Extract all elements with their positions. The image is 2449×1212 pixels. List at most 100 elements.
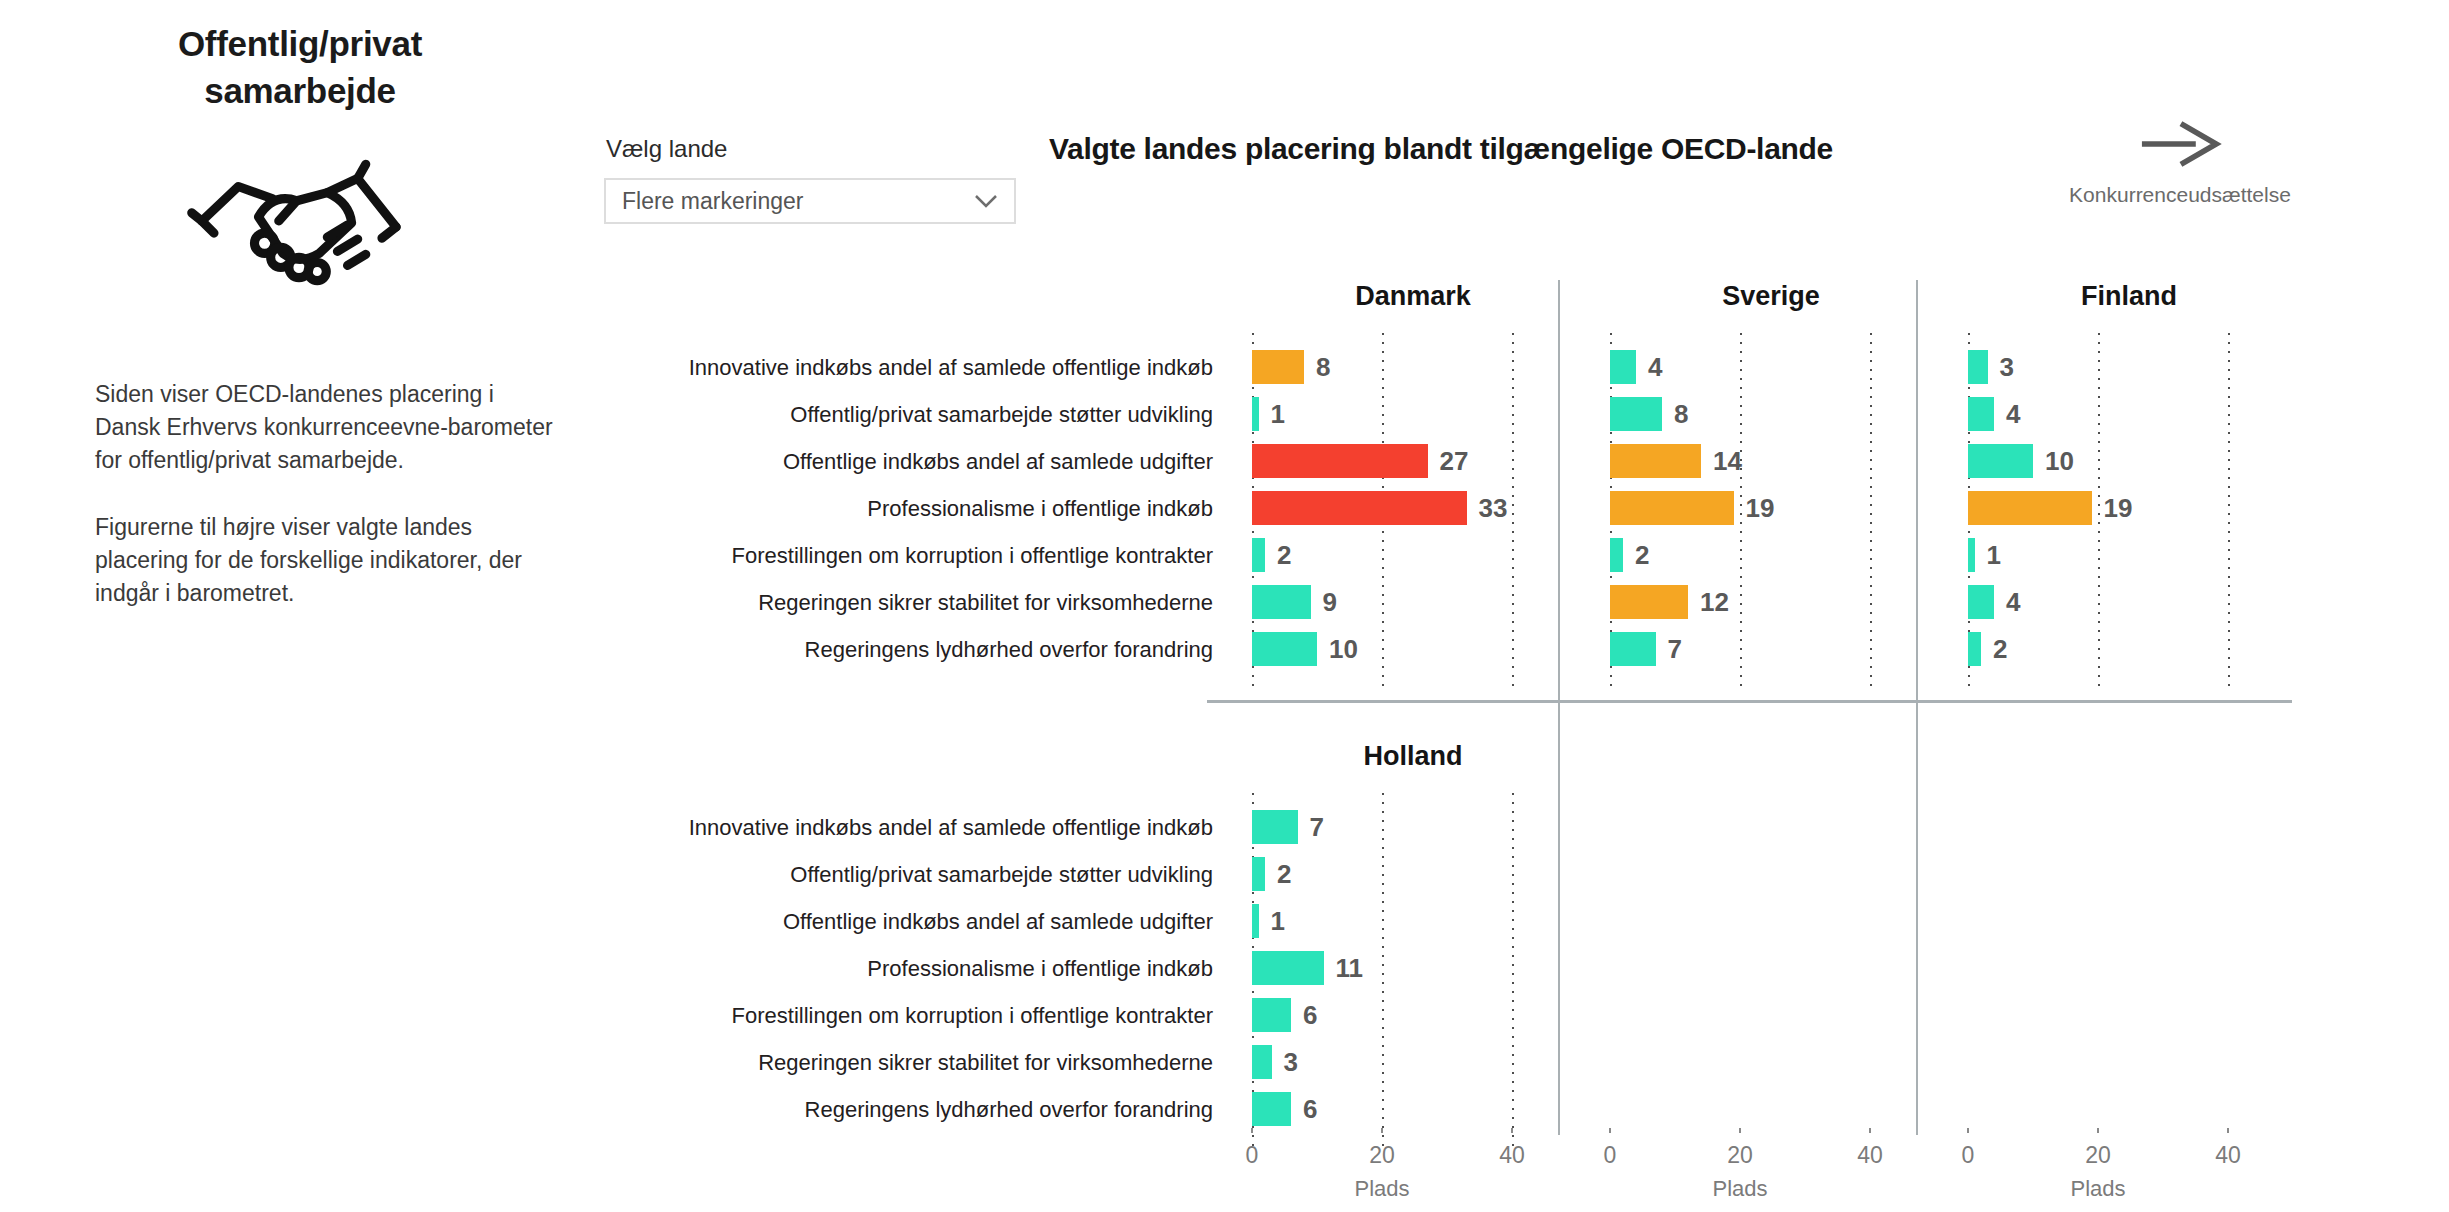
bar-holland-7[interactable] bbox=[1252, 1092, 1291, 1126]
axis-tick-label: 20 bbox=[1710, 1142, 1770, 1169]
bar-holland-6[interactable] bbox=[1252, 1045, 1272, 1079]
bar-value-label: 27 bbox=[1440, 444, 1469, 478]
axis-tick-label: 20 bbox=[2068, 1142, 2128, 1169]
gridline bbox=[1512, 333, 1514, 690]
axis-tick-mark bbox=[1251, 1128, 1253, 1133]
bar-finland-7[interactable] bbox=[1968, 632, 1981, 666]
bar-holland-2[interactable] bbox=[1252, 857, 1265, 891]
category-label: Offentlig/privat samarbejde støtter udvi… bbox=[590, 391, 1213, 438]
bar-finland-4[interactable] bbox=[1968, 491, 2092, 525]
bar-finland-5[interactable] bbox=[1968, 538, 1975, 572]
bar-value-label: 2 bbox=[1277, 538, 1291, 572]
bar-danmark-5[interactable] bbox=[1252, 538, 1265, 572]
panel-header-finland: Finland bbox=[1968, 279, 2290, 313]
category-label: Offentlige indkøbs andel af samlede udgi… bbox=[590, 438, 1213, 485]
bar-sverige-1[interactable] bbox=[1610, 350, 1636, 384]
axis-tick-mark bbox=[1739, 1128, 1741, 1133]
bar-value-label: 3 bbox=[1284, 1045, 1298, 1079]
bar-danmark-6[interactable] bbox=[1252, 585, 1311, 619]
panel-header-sverige: Sverige bbox=[1610, 279, 1932, 313]
bar-value-label: 19 bbox=[1746, 491, 1775, 525]
category-label: Forestillingen om korruption i offentlig… bbox=[590, 532, 1213, 579]
category-label: Professionalisme i offentlige indkøb bbox=[590, 945, 1213, 992]
axis-tick-mark bbox=[1381, 1128, 1383, 1133]
bar-value-label: 3 bbox=[2000, 350, 2014, 384]
bar-value-label: 8 bbox=[1316, 350, 1330, 384]
bar-value-label: 6 bbox=[1303, 1092, 1317, 1126]
axis-tick-mark bbox=[2227, 1128, 2229, 1133]
gridline bbox=[2098, 333, 2100, 690]
category-label: Forestillingen om korruption i offentlig… bbox=[590, 992, 1213, 1039]
bar-danmark-4[interactable] bbox=[1252, 491, 1467, 525]
bar-danmark-2[interactable] bbox=[1252, 397, 1259, 431]
bar-finland-2[interactable] bbox=[1968, 397, 1994, 431]
bar-value-label: 11 bbox=[1336, 951, 1364, 985]
bar-value-label: 1 bbox=[1271, 397, 1285, 431]
category-label: Innovative indkøbs andel af samlede offe… bbox=[590, 344, 1213, 391]
category-label: Offentlig/privat samarbejde støtter udvi… bbox=[590, 851, 1213, 898]
axis-tick-mark bbox=[2097, 1128, 2099, 1133]
bar-sverige-2[interactable] bbox=[1610, 397, 1662, 431]
category-label: Regeringen sikrer stabilitet for virksom… bbox=[590, 1039, 1213, 1086]
gridline bbox=[2228, 333, 2230, 690]
axis-tick-mark bbox=[1609, 1128, 1611, 1133]
gridline bbox=[1870, 333, 1872, 690]
bar-value-label: 4 bbox=[1648, 350, 1662, 384]
bar-finland-3[interactable] bbox=[1968, 444, 2033, 478]
report-page: Offentlig/privat samarbejde bbox=[0, 0, 2449, 1212]
axis-title: Plads bbox=[1680, 1176, 1800, 1202]
category-label: Regeringen sikrer stabilitet for virksom… bbox=[590, 579, 1213, 626]
bar-value-label: 14 bbox=[1713, 444, 1742, 478]
category-label: Regeringens lydhørhed overfor forandring bbox=[590, 1086, 1213, 1133]
panel-header-danmark: Danmark bbox=[1252, 279, 1574, 313]
bar-value-label: 19 bbox=[2104, 491, 2133, 525]
bar-value-label: 12 bbox=[1700, 585, 1729, 619]
bar-value-label: 9 bbox=[1323, 585, 1337, 619]
axis-tick-label: 20 bbox=[1352, 1142, 1412, 1169]
bar-holland-1[interactable] bbox=[1252, 810, 1298, 844]
bar-holland-3[interactable] bbox=[1252, 904, 1259, 938]
axis-tick-mark bbox=[1511, 1128, 1513, 1133]
gridline bbox=[1512, 793, 1514, 1150]
bar-sverige-7[interactable] bbox=[1610, 632, 1656, 666]
category-label: Professionalisme i offentlige indkøb bbox=[590, 485, 1213, 532]
bar-value-label: 2 bbox=[1993, 632, 2007, 666]
bar-value-label: 7 bbox=[1310, 810, 1324, 844]
bar-danmark-3[interactable] bbox=[1252, 444, 1428, 478]
small-multiples-chart: Innovative indkøbs andel af samlede offe… bbox=[0, 0, 2449, 1212]
bar-sverige-6[interactable] bbox=[1610, 585, 1688, 619]
bar-value-label: 10 bbox=[2045, 444, 2074, 478]
category-label: Offentlige indkøbs andel af samlede udgi… bbox=[590, 898, 1213, 945]
bar-value-label: 2 bbox=[1635, 538, 1649, 572]
panel-header-holland: Holland bbox=[1252, 739, 1574, 773]
axis-tick-label: 0 bbox=[1222, 1142, 1282, 1169]
bar-value-label: 4 bbox=[2006, 585, 2020, 619]
bar-holland-5[interactable] bbox=[1252, 998, 1291, 1032]
axis-tick-label: 0 bbox=[1580, 1142, 1640, 1169]
axis-tick-label: 40 bbox=[1840, 1142, 1900, 1169]
bar-value-label: 10 bbox=[1329, 632, 1358, 666]
bar-finland-6[interactable] bbox=[1968, 585, 1994, 619]
axis-tick-mark bbox=[1869, 1128, 1871, 1133]
bar-danmark-1[interactable] bbox=[1252, 350, 1304, 384]
bar-sverige-4[interactable] bbox=[1610, 491, 1734, 525]
axis-tick-label: 0 bbox=[1938, 1142, 1998, 1169]
bar-value-label: 7 bbox=[1668, 632, 1682, 666]
gridline bbox=[1740, 333, 1742, 690]
category-label: Innovative indkøbs andel af samlede offe… bbox=[590, 804, 1213, 851]
axis-tick-mark bbox=[1967, 1128, 1969, 1133]
bar-value-label: 33 bbox=[1479, 491, 1508, 525]
bar-danmark-7[interactable] bbox=[1252, 632, 1317, 666]
bar-value-label: 1 bbox=[1271, 904, 1285, 938]
axis-tick-label: 40 bbox=[1482, 1142, 1542, 1169]
bar-value-label: 6 bbox=[1303, 998, 1317, 1032]
axis-title: Plads bbox=[1322, 1176, 1442, 1202]
bar-value-label: 2 bbox=[1277, 857, 1291, 891]
bar-finland-1[interactable] bbox=[1968, 350, 1988, 384]
axis-title: Plads bbox=[2038, 1176, 2158, 1202]
bar-value-label: 8 bbox=[1674, 397, 1688, 431]
bar-sverige-5[interactable] bbox=[1610, 538, 1623, 572]
axis-tick-label: 40 bbox=[2198, 1142, 2258, 1169]
bar-holland-4[interactable] bbox=[1252, 951, 1324, 985]
bar-sverige-3[interactable] bbox=[1610, 444, 1701, 478]
